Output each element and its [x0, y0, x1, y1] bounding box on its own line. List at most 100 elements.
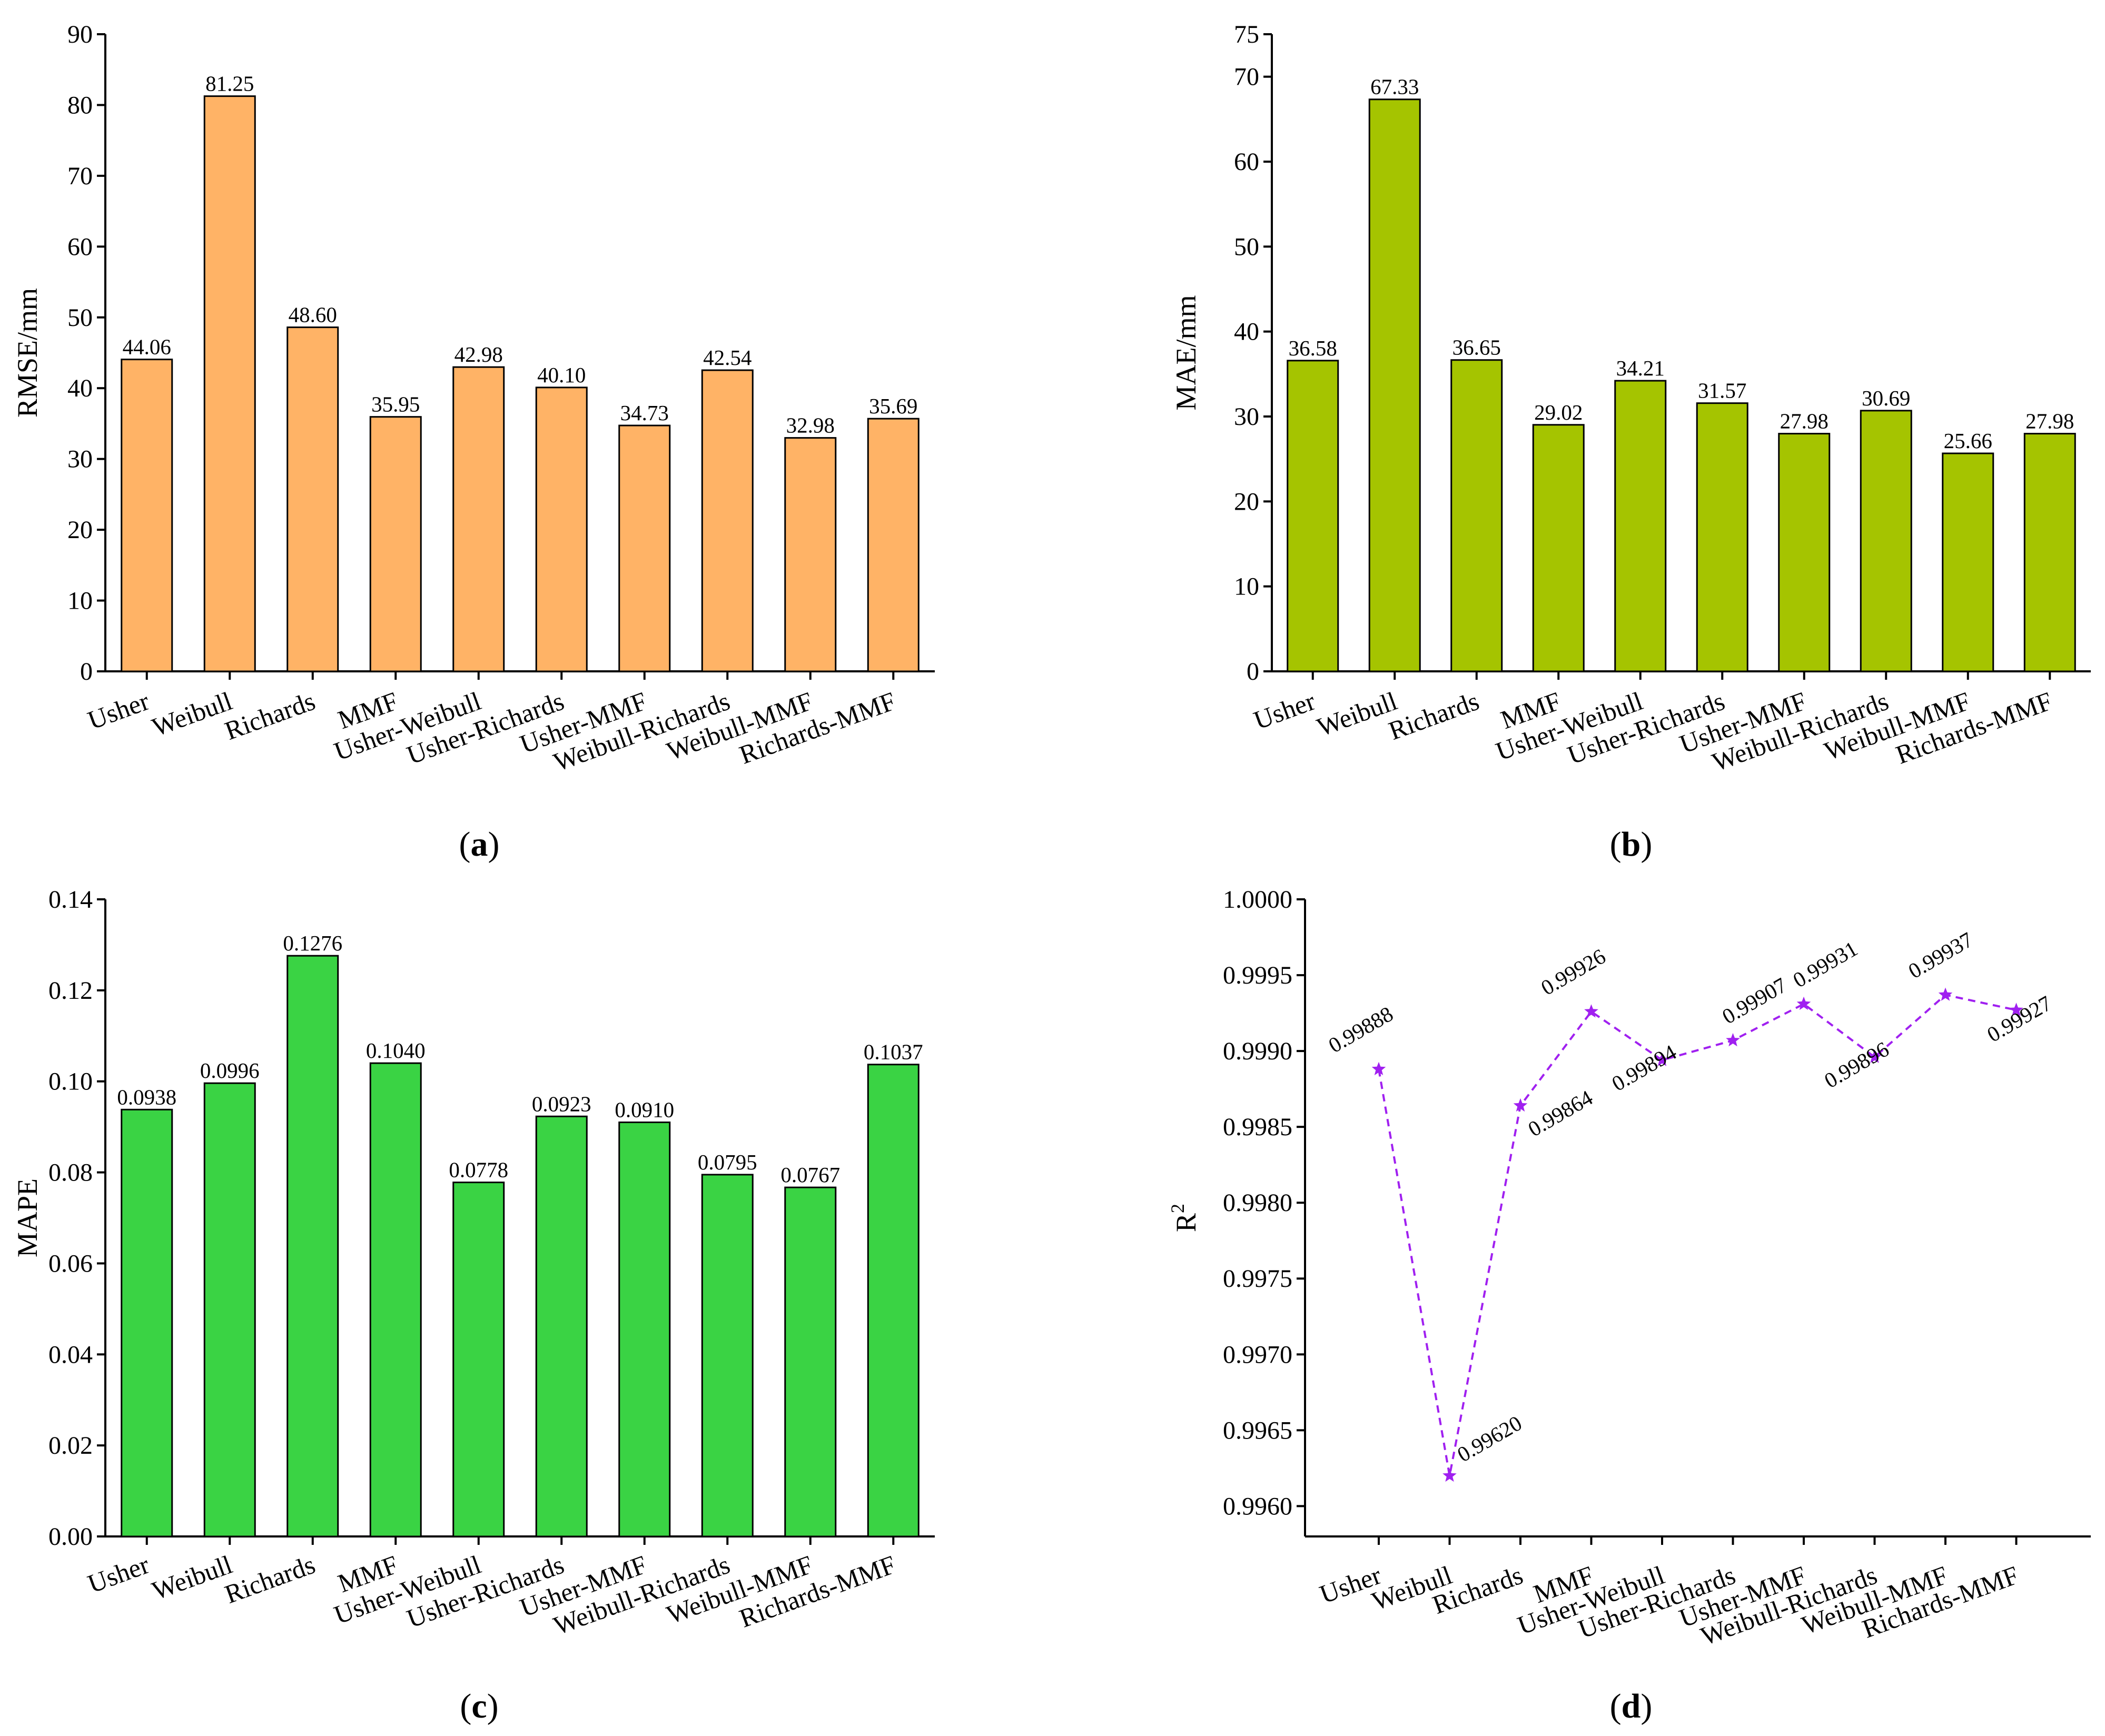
bar-usher[interactable]	[121, 359, 173, 672]
panel-label-close: )	[488, 825, 500, 864]
bar-richards[interactable]	[286, 955, 339, 1537]
star-marker-usher-richards[interactable]	[1726, 1033, 1740, 1047]
data-label: 0.1037	[864, 1040, 923, 1064]
bar-usher-mmf[interactable]	[618, 1122, 671, 1537]
bar-mmf[interactable]	[369, 416, 422, 672]
panel-label: (d)	[1610, 1687, 1653, 1725]
star-marker-weibull[interactable]	[1442, 1468, 1457, 1482]
bar-usher-richards[interactable]	[535, 1115, 588, 1537]
y-tick-label: 0.06	[48, 1249, 93, 1277]
y-axis-title: RMSE/mm	[12, 288, 43, 418]
bar-weibull[interactable]	[203, 1082, 256, 1537]
bar-usher-richards[interactable]	[535, 386, 588, 672]
y-tick-label: 0.04	[48, 1341, 93, 1368]
bar-mmf[interactable]	[369, 1062, 422, 1537]
y-axis-title-main: R	[1170, 1213, 1202, 1232]
y-tick-label: 0.9985	[1223, 1113, 1292, 1141]
bar-richards[interactable]	[1450, 359, 1503, 672]
data-label: 0.99620	[1453, 1411, 1526, 1466]
bar-weibull-mmf[interactable]	[784, 1186, 837, 1537]
bar-weibull-mmf[interactable]	[1942, 452, 1994, 672]
y-tick-label: 60	[67, 233, 93, 261]
y-tick-label: 0.9975	[1223, 1265, 1292, 1293]
y-tick-label: 60	[1234, 148, 1259, 176]
x-tick-label: Richards	[1385, 686, 1483, 746]
bar-usher[interactable]	[121, 1108, 173, 1537]
y-tick-label: 10	[1234, 573, 1259, 601]
data-label: 0.0778	[449, 1158, 508, 1182]
data-label: 0.0996	[200, 1058, 260, 1083]
data-label: 0.99894	[1608, 1040, 1681, 1096]
star-marker-richards[interactable]	[1513, 1098, 1528, 1112]
star-marker-richards-mmf[interactable]	[2009, 1003, 2023, 1016]
panel-label-open: (	[1610, 1687, 1622, 1725]
data-label: 34.73	[620, 401, 669, 425]
bar-usher[interactable]	[1287, 360, 1339, 672]
x-tick-label: Usher	[84, 1550, 153, 1599]
x-tick-label: Usher	[84, 686, 153, 736]
y-axis-title: MAPE	[12, 1178, 43, 1257]
data-label: 0.99937	[1904, 927, 1977, 983]
chart-panel-d: 0.9960 0.9965 0.9970 0.9975 0.9980 0.9985 0.99…	[1167, 886, 2091, 1725]
bar-weibull-richards[interactable]	[701, 1174, 754, 1537]
bar-richards-mmf[interactable]	[2023, 433, 2076, 672]
panel-label: (b)	[1610, 825, 1653, 864]
bar-weibull[interactable]	[203, 95, 256, 672]
bar-usher-weibull[interactable]	[452, 1182, 505, 1537]
panel-label-letter: b	[1622, 825, 1641, 864]
bar-weibull-richards[interactable]	[701, 369, 754, 672]
data-label: 34.21	[1616, 356, 1665, 380]
y-tick-label: 0.02	[48, 1432, 93, 1460]
data-label: 40.10	[537, 363, 586, 387]
bar-usher-mmf[interactable]	[1778, 433, 1831, 672]
bar-usher-weibull[interactable]	[452, 366, 505, 672]
data-label: 31.57	[1698, 379, 1746, 403]
panel-label-open: (	[460, 1687, 471, 1725]
y-tick-label: 0.9980	[1223, 1189, 1292, 1217]
bar-weibull[interactable]	[1368, 98, 1421, 672]
bar-usher-richards[interactable]	[1696, 402, 1748, 672]
star-marker-weibull-richards[interactable]	[1867, 1049, 1882, 1063]
y-tick-label: 0	[80, 658, 93, 686]
star-marker-usher-mmf[interactable]	[1796, 996, 1811, 1010]
y-tick-label: 40	[1234, 318, 1259, 346]
x-tick-label: Weibull	[1313, 686, 1401, 742]
bar-richards-mmf[interactable]	[867, 1064, 920, 1537]
data-label: 27.98	[1780, 409, 1829, 433]
data-label: 29.02	[1534, 400, 1583, 424]
data-label: 0.99926	[1537, 944, 1609, 1000]
y-tick-label: 0.12	[48, 977, 93, 1005]
bar-richards-mmf[interactable]	[867, 418, 920, 672]
star-marker-weibull-mmf[interactable]	[1938, 987, 1953, 1001]
panel-label-open: (	[459, 825, 471, 864]
star-marker-usher-weibull[interactable]	[1655, 1053, 1669, 1066]
chart-panel-c: 0.00 0.02 0.04 0.06 0.08 0.10 0.12 0.14 UsherWei…	[12, 886, 935, 1725]
y-axis-title-superscript: 2	[1167, 1204, 1188, 1213]
data-label: 48.60	[289, 303, 337, 327]
y-tick-label: 20	[1234, 488, 1259, 515]
data-label: 44.06	[123, 335, 171, 359]
star-marker-mmf[interactable]	[1584, 1004, 1598, 1018]
star-marker-usher[interactable]	[1371, 1062, 1386, 1075]
data-label: 36.65	[1452, 335, 1501, 360]
y-tick-label: 10	[67, 587, 93, 615]
y-tick-label: 0.14	[48, 886, 93, 914]
data-label: 81.25	[205, 72, 254, 96]
bar-usher-mmf[interactable]	[618, 424, 671, 672]
bar-weibull-mmf[interactable]	[784, 437, 837, 672]
y-axis-title: R2	[1167, 1204, 1202, 1232]
bar-usher-weibull[interactable]	[1614, 380, 1667, 672]
data-label: 0.0938	[117, 1085, 176, 1109]
panel-label-close: )	[1640, 825, 1652, 864]
bar-weibull-richards[interactable]	[1860, 410, 1912, 672]
y-tick-label: 90	[67, 21, 93, 48]
data-label: 0.99896	[1820, 1037, 1893, 1093]
data-label: 0.1276	[283, 931, 342, 955]
data-label: 42.98	[454, 342, 503, 366]
bar-richards[interactable]	[286, 326, 339, 672]
bar-mmf[interactable]	[1532, 424, 1585, 672]
y-tick-label: 40	[67, 374, 93, 402]
y-tick-label: 30	[67, 445, 93, 473]
